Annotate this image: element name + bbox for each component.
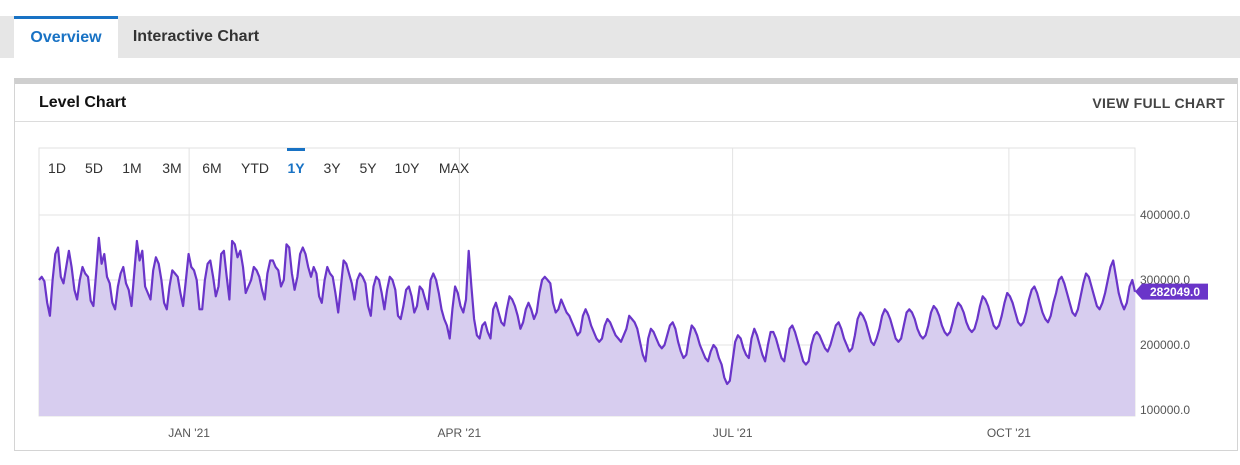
range-button-3m[interactable]: 3M: [162, 160, 181, 176]
x-axis-ticks: JAN '21 APR '21 JUL '21 OCT '21: [168, 426, 1031, 440]
range-button-1m[interactable]: 1M: [122, 160, 141, 176]
y-tick-label: 100000.0: [1140, 403, 1190, 417]
series-area: [39, 237, 1135, 416]
y-axis-ticks: 400000.0 300000.0 200000.0 100000.0: [1140, 208, 1190, 417]
range-button-5y[interactable]: 5Y: [359, 160, 377, 176]
range-button-5d[interactable]: 5D: [85, 160, 103, 176]
panel-header: Level Chart VIEW FULL CHART: [15, 84, 1237, 122]
tab-bar: Overview Interactive Chart: [0, 16, 1240, 58]
tab-overview[interactable]: Overview: [14, 16, 118, 58]
range-button-3y[interactable]: 3Y: [323, 160, 341, 176]
panel-title: Level Chart: [39, 94, 127, 111]
y-tick-label: 300000.0: [1140, 273, 1190, 287]
view-full-chart-link[interactable]: VIEW FULL CHART: [1092, 95, 1225, 111]
x-tick-label: JAN '21: [168, 426, 210, 440]
range-selector: 1D 5D 1M 3M 6M YTD 1Y 3Y 5Y 10Y MAX: [48, 148, 470, 176]
range-button-10y[interactable]: 10Y: [395, 160, 421, 176]
y-tick-label: 200000.0: [1140, 338, 1190, 352]
tab-interactive-chart[interactable]: Interactive Chart: [132, 28, 260, 45]
range-button-6m[interactable]: 6M: [202, 160, 221, 176]
x-tick-label: JUL '21: [713, 426, 753, 440]
range-button-1y[interactable]: 1Y: [287, 160, 305, 176]
x-tick-label: OCT '21: [987, 426, 1031, 440]
y-tick-label: 400000.0: [1140, 208, 1190, 222]
range-button-1d[interactable]: 1D: [48, 160, 66, 176]
range-button-max[interactable]: MAX: [439, 160, 470, 176]
last-value-badge-bg: [1135, 283, 1208, 300]
last-value-label: 282049.0: [1150, 285, 1200, 299]
last-value-badge: 282049.0: [1135, 283, 1208, 300]
x-tick-label: APR '21: [438, 426, 482, 440]
range-button-ytd[interactable]: YTD: [241, 160, 269, 176]
series-line: [38, 236, 1137, 386]
active-range-indicator: [287, 148, 305, 151]
